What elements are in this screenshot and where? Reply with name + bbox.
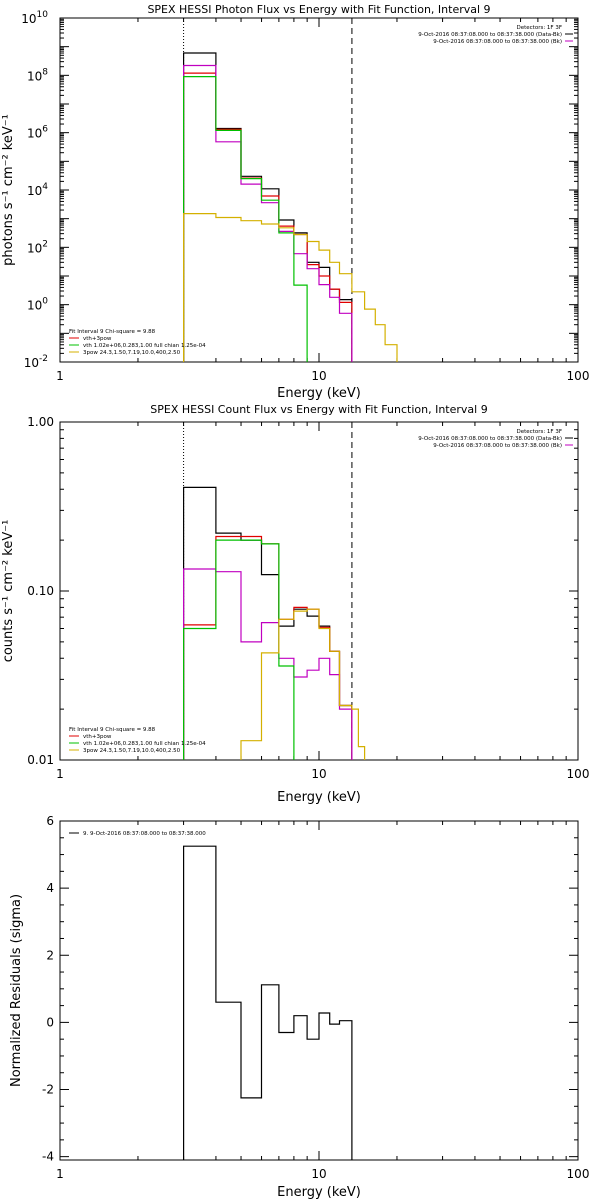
- legend-top-right-entry: 9-Oct-2016 08:37:08.000 to 08:37:38.000 …: [418, 32, 562, 38]
- y-tick-exponent: 8: [42, 67, 48, 77]
- series-group: [183, 486, 366, 760]
- legend-bottom-left-entry: Fit Interval 9 Chi-square = 9.88: [69, 727, 156, 733]
- x-axis-label: Energy (keV): [277, 386, 361, 401]
- chart-title: SPEX HESSI Count Flux vs Energy with Fit…: [150, 403, 487, 416]
- y-tick-label: 108: [27, 67, 48, 83]
- y-tick-label: 102: [27, 239, 48, 255]
- series-3-step-line: [183, 76, 308, 362]
- y-tick-label: 0: [46, 1015, 54, 1029]
- y-tick-base: 10: [27, 184, 42, 198]
- series-0-step-line: [183, 52, 353, 362]
- y-tick-label: -4: [42, 1150, 54, 1164]
- x-tick-label: 10: [311, 369, 326, 383]
- legend-bottom-left-entry: vth 1.02e+06,0.283,1.00 full chian 1.25e…: [83, 343, 206, 349]
- y-axis-label: photons s⁻¹ cm⁻² keV⁻¹: [1, 114, 16, 266]
- legend-bottom-left-entry: vth+3pow: [83, 336, 112, 342]
- y-tick-exponent: -2: [39, 354, 48, 364]
- y-axis-label: counts s⁻¹ cm⁻² keV⁻¹: [1, 520, 16, 663]
- y-tick-exponent: 6: [42, 125, 48, 135]
- chart-title: SPEX HESSI Photon Flux vs Energy with Fi…: [147, 3, 490, 16]
- y-tick-exponent: 2: [42, 239, 48, 249]
- y-tick-label: 100: [27, 297, 48, 313]
- x-axis-label: Energy (keV): [277, 790, 361, 805]
- x-axis-label: Energy (keV): [277, 1185, 361, 1200]
- legend-top-right-entry: Detectors: 1F 3F: [516, 429, 562, 435]
- y-tick-base: 10: [24, 356, 39, 370]
- legend-bottom-left-entry: 3pow 24.3,1.50,7.19,10.0,400,2.50: [83, 350, 181, 356]
- x-tick-label: 1: [56, 767, 64, 781]
- legend-top-right-entry: 9-Oct-2016 08:37:08.000 to 08:37:38.000 …: [433, 39, 562, 45]
- y-tick-label: 0.01: [27, 753, 54, 767]
- series-2-step-line: [183, 64, 353, 362]
- plot-frame: [59, 820, 579, 1161]
- y-tick-label: 0.10: [27, 584, 54, 598]
- y-tick-exponent: 0: [42, 297, 48, 307]
- y-tick-base: 10: [27, 127, 42, 141]
- y-tick-label: 1.00: [27, 415, 54, 429]
- legend-top-left-entry: 9. 9-Oct-2016 08:37:08.000 to 08:37:38.0…: [83, 831, 206, 837]
- legend-bottom-left-entry: Fit Interval 9 Chi-square = 9.88: [69, 329, 156, 335]
- x-tick-label: 100: [567, 369, 590, 383]
- series-group: [183, 845, 353, 1160]
- legend-top-right-entry: Detectors: 1F 3F: [516, 25, 562, 31]
- y-tick-base: 10: [21, 12, 36, 26]
- plot-frame: [59, 17, 579, 363]
- legend-bottom-left-entry: vth 1.02e+06,0.283,1.00 full chian 1.25e…: [83, 741, 206, 747]
- y-tick-label: 1010: [21, 10, 48, 26]
- series-4-step-line: [183, 213, 398, 362]
- legend-top-right-entry: 9-Oct-2016 08:37:08.000 to 08:37:38.000 …: [433, 443, 562, 449]
- x-tick-label: 100: [567, 1167, 590, 1181]
- legend-bottom-left-entry: vth+3pow: [83, 734, 112, 740]
- series-group: [183, 52, 398, 362]
- y-tick-label: 104: [27, 182, 48, 198]
- y-tick-label: 4: [46, 881, 54, 895]
- x-tick-label: 1: [56, 1167, 64, 1181]
- y-tick-base: 10: [27, 69, 42, 83]
- legend-bottom-left-entry: 3pow 24.3,1.50,7.19,10.0,400,2.50: [83, 748, 181, 754]
- y-tick-label: -2: [42, 1083, 54, 1097]
- series-2-step-line: [183, 568, 353, 760]
- x-tick-label: 1: [56, 369, 64, 383]
- series-4-step-line: [240, 608, 366, 760]
- y-tick-base: 10: [27, 241, 42, 255]
- y-axis-label: Normalized Residuals (sigma): [9, 894, 24, 1087]
- y-tick-exponent: 4: [42, 182, 48, 192]
- y-tick-base: 10: [27, 299, 42, 313]
- x-tick-label: 100: [567, 767, 590, 781]
- series-0-step-line: [183, 845, 353, 1160]
- series-1-step-line: [183, 535, 353, 760]
- plot-frame: [59, 421, 579, 761]
- x-tick-label: 10: [311, 767, 326, 781]
- y-tick-exponent: 10: [37, 10, 49, 20]
- y-tick-label: 6: [46, 814, 54, 828]
- series-3-step-line: [183, 539, 295, 760]
- x-tick-label: 10: [311, 1167, 326, 1181]
- legend-top-right-entry: 9-Oct-2016 08:37:08.000 to 08:37:38.000 …: [418, 436, 562, 442]
- y-tick-label: 106: [27, 125, 48, 141]
- y-tick-label: 10-2: [24, 354, 48, 370]
- series-1-step-line: [183, 72, 353, 362]
- y-tick-label: 2: [46, 948, 54, 962]
